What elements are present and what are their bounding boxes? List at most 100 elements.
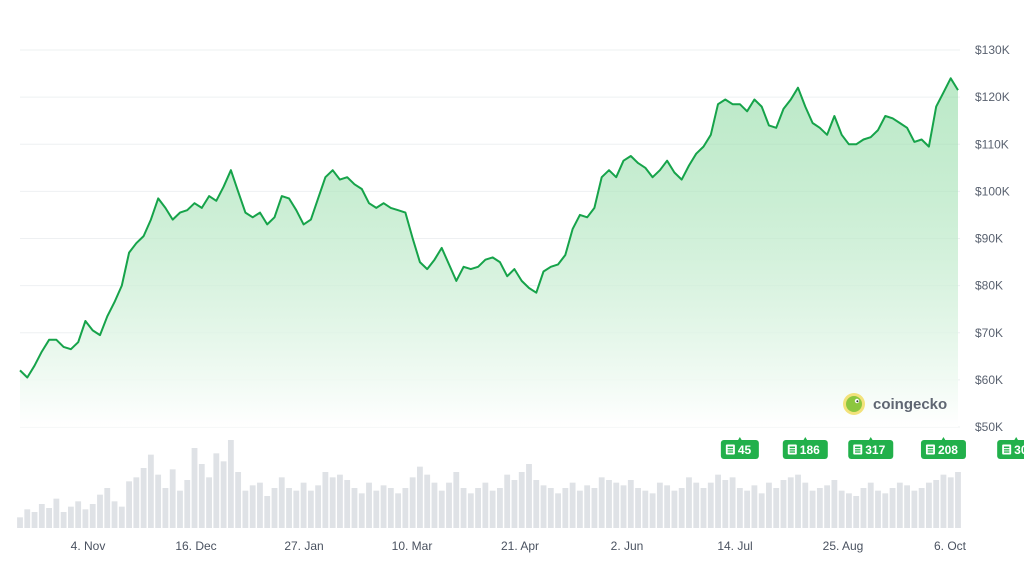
volume-bar (140, 468, 147, 528)
volume-bar (751, 485, 758, 528)
newspaper-icon (1002, 444, 1012, 455)
volume-bar (387, 488, 394, 528)
volume-bar (198, 464, 205, 528)
volume-bar (155, 474, 162, 528)
volume-bar (882, 493, 889, 528)
volume-bar (831, 480, 838, 528)
volume-bar (104, 488, 111, 528)
volume-bar (438, 490, 445, 528)
volume-bar (460, 488, 467, 528)
volume-bar (467, 493, 474, 528)
x-tick-label: 2. Jun (611, 539, 644, 553)
volume-bar (337, 474, 343, 528)
volume-bar (89, 504, 96, 528)
volume-bar (809, 490, 816, 528)
x-tick-label: 27. Jan (284, 539, 323, 553)
y-tick-label: $50K (975, 420, 1003, 434)
volume-bar (257, 482, 263, 528)
volume-bars (17, 440, 961, 528)
volume-bar (24, 509, 31, 528)
volume-bar (729, 477, 736, 528)
volume-bar (700, 488, 707, 528)
volume-bar (656, 482, 663, 528)
volume-bar (111, 501, 118, 528)
volume-bar (933, 480, 940, 528)
badge-count: 45 (738, 443, 752, 457)
volume-bar (504, 474, 511, 528)
volume-bar (635, 488, 641, 528)
volume-bar (664, 485, 671, 528)
volume-bar (307, 490, 314, 528)
news-badge: 317 (848, 437, 894, 459)
volume-bar (722, 480, 729, 528)
volume-bar (860, 488, 867, 528)
volume-bar (242, 490, 249, 528)
volume-bar (235, 472, 242, 528)
volume-bar (126, 481, 132, 528)
volume-bar (75, 501, 82, 528)
volume-bar (373, 490, 380, 528)
badge-count: 208 (938, 443, 958, 457)
volume-bar (177, 490, 183, 528)
volume-bar (780, 480, 787, 528)
volume-bar (802, 482, 809, 528)
volume-bar (707, 482, 714, 528)
volume-bar (97, 494, 103, 528)
volume-bar (82, 509, 89, 528)
volume-bar (315, 485, 322, 528)
volume-bar (562, 488, 569, 528)
volume-bar (591, 488, 598, 528)
volume-bar (824, 485, 831, 528)
volume-bar (220, 461, 227, 528)
x-tick-label: 4. Nov (71, 539, 106, 553)
price-line (19, 77, 959, 379)
volume-bar (940, 474, 947, 528)
news-badge: 208 (920, 437, 966, 459)
gecko-logo-icon (843, 393, 865, 415)
price-area (19, 77, 959, 428)
volume-bar (846, 493, 852, 528)
volume-bar (773, 488, 780, 528)
volume-bar (329, 477, 336, 528)
y-tick-label: $110K (975, 137, 1009, 151)
volume-bar (926, 482, 932, 528)
volume-bar (475, 488, 482, 528)
volume-bar (322, 472, 329, 528)
volume-bar (489, 490, 496, 528)
volume-bar (911, 490, 918, 528)
y-tick-label: $70K (975, 326, 1003, 340)
news-badge: 30 (997, 437, 1024, 459)
y-tick-label: $100K (975, 184, 1010, 198)
volume-bar (264, 496, 271, 528)
newspaper-icon (725, 444, 735, 455)
newspaper-icon (925, 444, 935, 455)
volume-bar (686, 477, 692, 528)
volume-bar (533, 480, 540, 528)
volume-bar (147, 454, 154, 528)
volume-bar (853, 496, 860, 528)
volume-bar (955, 472, 961, 528)
volume-bar (227, 440, 234, 528)
volume-bar (191, 448, 198, 528)
volume-bar (446, 482, 452, 528)
volume-bar (409, 477, 416, 528)
volume-bar (896, 482, 903, 528)
volume-bar (431, 482, 438, 528)
volume-bar (816, 488, 823, 528)
volume-bar (358, 493, 365, 528)
volume-bar (300, 482, 307, 528)
volume-bar (162, 488, 169, 528)
y-tick-label: $60K (975, 373, 1003, 387)
volume-bar (271, 488, 278, 528)
volume-bar (620, 485, 627, 528)
x-tick-label: 16. Dec (175, 539, 216, 553)
badge-count: 186 (800, 443, 820, 457)
volume-bar (576, 490, 583, 528)
volume-bar (402, 488, 409, 528)
newspaper-icon (853, 444, 863, 455)
volume-bar (366, 482, 372, 528)
news-badges: 451863172083022 (720, 437, 1024, 459)
volume-bar (482, 482, 489, 528)
volume-bar (598, 477, 605, 528)
